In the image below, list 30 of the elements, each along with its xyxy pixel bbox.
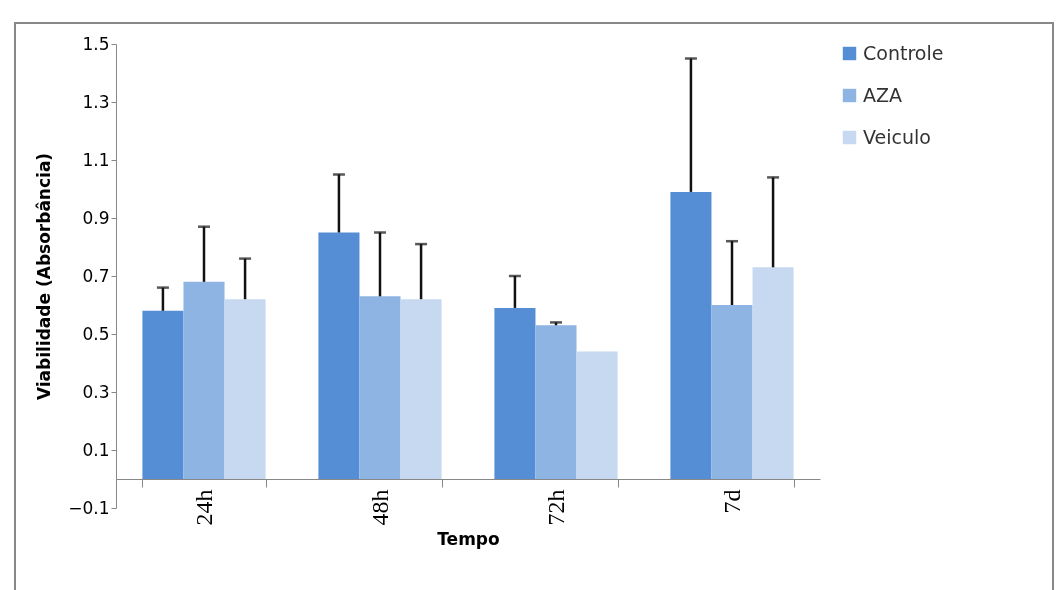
bar <box>535 325 577 479</box>
y-tick-label: 0.5 <box>82 323 110 344</box>
y-tick-label: 0.7 <box>82 265 110 286</box>
x-tick-label: 7d <box>718 489 745 514</box>
bar <box>752 267 794 479</box>
bar <box>318 232 360 479</box>
bar <box>576 351 618 479</box>
bar <box>359 296 401 479</box>
legend-label: Veiculo <box>863 125 931 148</box>
bar <box>224 299 266 479</box>
bar <box>142 310 184 479</box>
x-tick-label: 48h <box>366 489 393 526</box>
bar <box>711 305 753 479</box>
bar <box>494 307 536 479</box>
x-tick-label: 24h <box>190 489 217 526</box>
y-tick-label: 0.1 <box>82 439 110 460</box>
legend-label: AZA <box>863 83 903 106</box>
bar <box>670 191 712 479</box>
x-axis-title: Tempo <box>437 528 500 549</box>
bar <box>400 299 442 479</box>
y-tick-label: 0.3 <box>82 381 110 402</box>
y-tick-label: 1.5 <box>82 33 110 54</box>
bar <box>183 281 225 479</box>
y-tick-label: −0.1 <box>68 497 110 518</box>
y-axis-title: Viabilidade (Absorbância) <box>34 152 55 401</box>
legend-label: Controle <box>863 41 944 64</box>
y-tick-label: 1.1 <box>82 149 110 170</box>
y-tick-label: 1.3 <box>82 91 110 112</box>
x-tick-label: 72h <box>542 489 569 526</box>
y-tick-label: 0.9 <box>82 207 110 228</box>
